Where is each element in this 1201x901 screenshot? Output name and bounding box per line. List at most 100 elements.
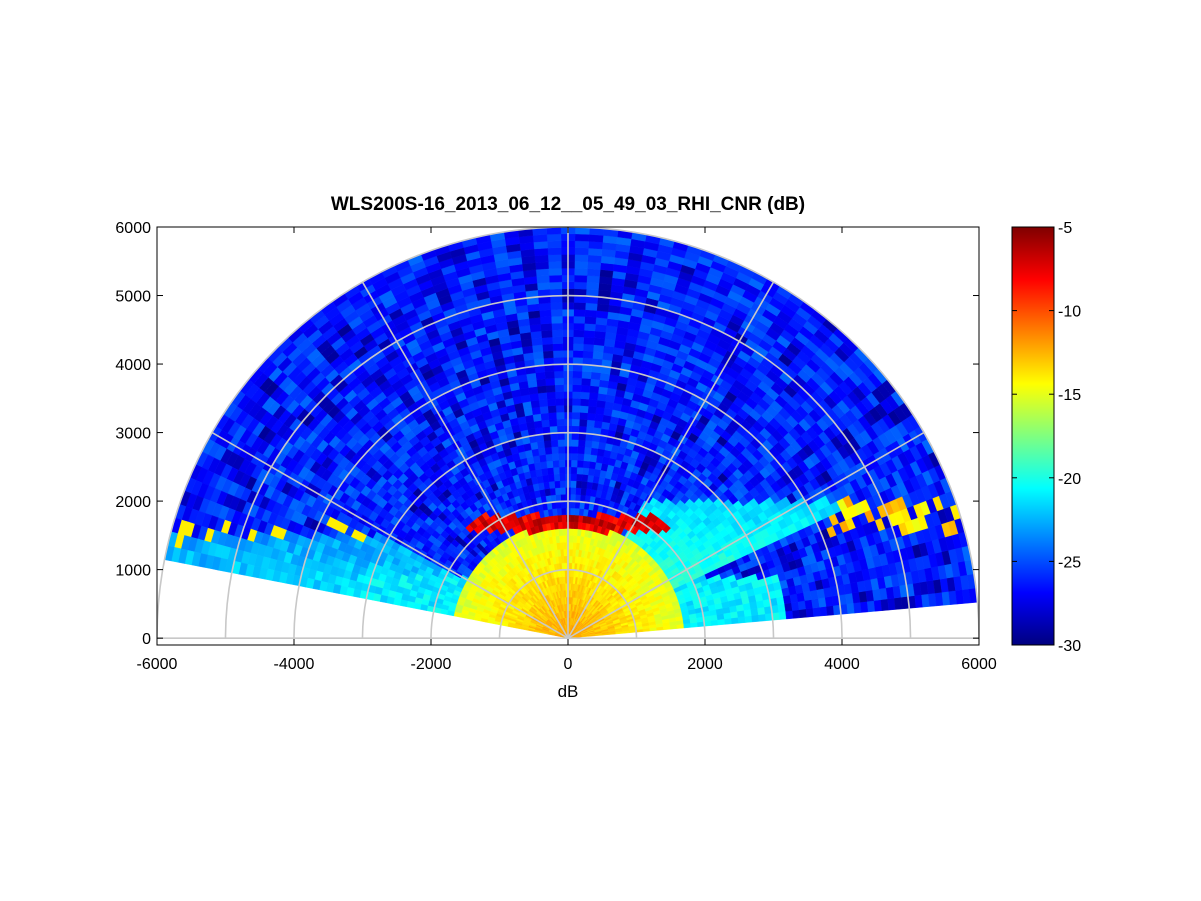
heatmap-cell	[573, 315, 586, 324]
x-tick-label: 0	[564, 656, 573, 673]
heatmap-cell	[531, 344, 544, 353]
heatmap-cell	[589, 385, 600, 394]
heatmap-cell	[532, 413, 542, 422]
heatmap-cell	[553, 473, 561, 482]
x-tick-label: -6000	[137, 656, 178, 673]
heatmap-cell	[546, 233, 562, 242]
heatmap-cell	[547, 405, 557, 414]
heatmap-cell	[572, 384, 582, 393]
heatmap-cell	[572, 356, 583, 365]
heatmap-cell	[562, 535, 567, 543]
heatmap-cell	[560, 500, 566, 509]
x-tick-label: -2000	[411, 656, 452, 673]
heatmap-cell	[570, 459, 578, 468]
heatmap-cell	[581, 377, 591, 386]
heatmap-cell	[573, 302, 586, 310]
heatmap-cell	[553, 356, 564, 365]
heatmap-cell	[589, 378, 600, 387]
heatmap-cell	[736, 610, 746, 618]
y-tick-label: 4000	[115, 357, 151, 374]
heatmap-cell	[562, 528, 567, 536]
heatmap-cell	[535, 268, 550, 277]
heatmap-cell	[573, 521, 579, 530]
heatmap-cell	[556, 425, 565, 434]
heatmap-cell	[576, 466, 584, 475]
heatmap-cell	[578, 418, 588, 427]
heatmap-cell	[572, 336, 585, 345]
heatmap-cell	[574, 267, 588, 276]
heatmap-cell	[583, 329, 596, 339]
heatmap-cell	[574, 507, 580, 516]
heatmap-cell	[580, 480, 588, 489]
heatmap-cell	[551, 453, 559, 461]
heatmap-cell	[569, 507, 576, 516]
heatmap-cell	[572, 350, 584, 358]
heatmap-cell	[536, 440, 545, 449]
heatmap-cell	[584, 302, 598, 311]
heatmap-cell	[560, 507, 567, 516]
heatmap-cell	[546, 240, 562, 249]
heatmap-cell	[549, 281, 563, 290]
heatmap-cell	[571, 425, 580, 434]
x-tick-label: 4000	[824, 656, 860, 673]
heatmap-cell	[826, 605, 835, 616]
heatmap-cell	[579, 398, 590, 407]
heatmap-cell	[593, 420, 603, 429]
x-tick-label: 2000	[687, 656, 723, 673]
heatmap-cell	[744, 615, 753, 623]
heatmap-cell	[595, 455, 604, 464]
heatmap-cell	[588, 398, 598, 408]
heatmap-cell	[572, 535, 578, 543]
heatmap-cell	[594, 413, 604, 422]
heatmap-cell	[540, 329, 553, 339]
heatmap-cell	[532, 234, 548, 243]
y-tick-label: 0	[142, 631, 151, 648]
heatmap-cell	[531, 406, 541, 416]
heatmap-cell	[553, 370, 564, 379]
heatmap-cell	[572, 343, 584, 351]
heatmap-cell	[574, 233, 590, 242]
heatmap-cell	[542, 350, 554, 359]
heatmap-cell	[785, 610, 794, 620]
heatmap-cell	[547, 254, 562, 263]
heatmap-cell	[577, 515, 584, 523]
heatmap-cell	[583, 446, 592, 455]
heatmap-cell	[568, 569, 572, 577]
heatmap-cell	[550, 309, 563, 317]
heatmap-cell	[751, 614, 760, 623]
heatmap-cell	[575, 487, 582, 496]
heatmap-cell	[798, 608, 808, 619]
heatmap-cell	[777, 603, 786, 613]
heatmap-cell	[569, 555, 573, 564]
heatmap-cell	[569, 521, 575, 529]
heatmap-cell	[819, 606, 828, 617]
heatmap-cell	[730, 617, 739, 625]
heatmap-cell	[551, 329, 563, 338]
heatmap-cell	[556, 507, 562, 516]
heatmap-cell	[541, 419, 550, 428]
heatmap-cell	[580, 391, 590, 400]
heatmap-cell	[543, 439, 552, 448]
heatmap-cell	[584, 439, 593, 448]
heatmap-cell	[574, 240, 590, 249]
heatmap-cell	[586, 268, 601, 277]
heatmap-cell	[570, 480, 577, 488]
colorbar-tick-label: -20	[1058, 471, 1081, 488]
heatmap-cell	[577, 521, 583, 530]
x-tick-label: -4000	[274, 656, 315, 673]
heatmap-cell	[582, 460, 590, 469]
heatmap-cell	[571, 439, 579, 447]
heatmap-cell	[539, 309, 552, 318]
heatmap-cell	[569, 528, 574, 536]
heatmap-cell	[586, 275, 600, 284]
heatmap-cell	[571, 411, 581, 420]
heatmap-cell	[547, 474, 555, 482]
heatmap-cell	[860, 601, 869, 613]
heatmap-cell	[577, 446, 585, 455]
heatmap-cell	[406, 600, 415, 609]
heatmap-cell	[570, 446, 579, 454]
heatmap-cell	[550, 302, 563, 310]
heatmap-cell	[558, 466, 566, 475]
heatmap-cell	[758, 613, 767, 622]
heatmap-cell	[548, 412, 557, 420]
